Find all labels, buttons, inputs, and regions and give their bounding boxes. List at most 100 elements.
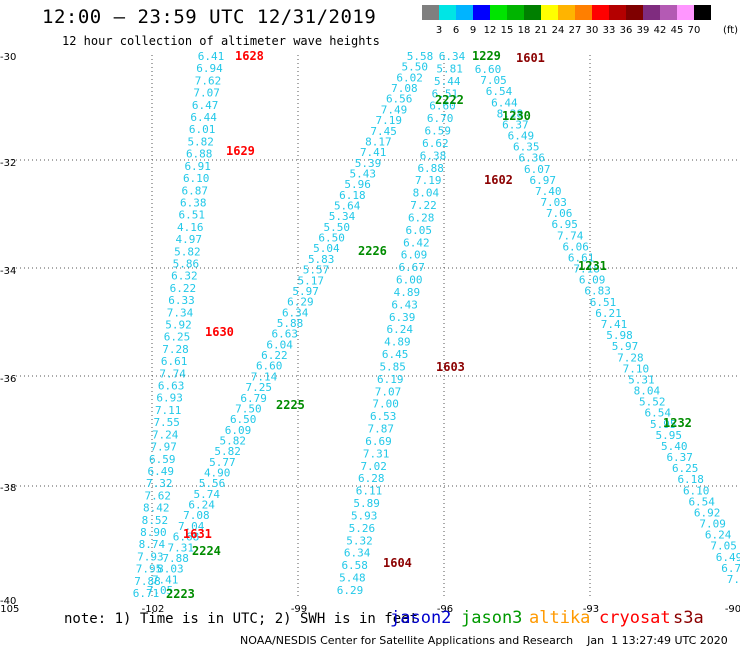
- swh-value: 6.69: [365, 435, 392, 448]
- swh-value: 6.63: [272, 328, 299, 341]
- swh-value: 8.04: [413, 187, 440, 200]
- swh-value: 6.35: [513, 141, 540, 154]
- colorbar-swatch: [541, 5, 558, 20]
- swh-value: 5.83: [308, 253, 335, 266]
- swh-value: 6.71: [133, 587, 160, 600]
- swh-value: 7.41: [601, 318, 628, 331]
- colorbar-swatch: [626, 5, 643, 20]
- swh-value: 5.89: [353, 497, 380, 510]
- lon-label: -90: [725, 604, 740, 615]
- swh-value: 7.62: [145, 489, 172, 502]
- swh-value: 6.25: [164, 331, 191, 344]
- credit-line: NOAA/NESDIS Center for Satellite Applica…: [240, 634, 728, 647]
- swh-value: 7.45: [370, 125, 397, 138]
- swh-value: 5.50: [324, 221, 351, 234]
- pass-label: 1601: [516, 51, 545, 65]
- swh-value: 6.60: [429, 100, 456, 113]
- legend-jason2: jason2: [390, 608, 452, 628]
- colorbar-swatch: [490, 5, 507, 20]
- swh-value: 6.01: [189, 123, 216, 136]
- swh-value: 6.92: [694, 507, 721, 520]
- colorbar-swatch: [422, 5, 439, 20]
- swh-value: 6.18: [339, 189, 366, 202]
- swh-value: 6.05: [406, 224, 433, 237]
- map-title: 12:00 – 23:59 UTC 12/31/2019: [42, 6, 377, 28]
- swh-value: 6.88: [417, 162, 444, 175]
- swh-value: 4.97: [176, 233, 203, 246]
- swh-value: 5.95: [650, 418, 677, 431]
- swh-value: 6.60: [475, 63, 502, 76]
- colorbar-swatch: [643, 5, 660, 20]
- swh-value: 7.41: [152, 573, 179, 586]
- legend-altika: altika: [529, 608, 591, 628]
- swh-value: 6.29: [287, 296, 314, 309]
- swh-value: 7.19: [415, 174, 442, 187]
- swh-value: 6.18: [677, 473, 704, 486]
- swh-value: 5.04: [313, 242, 340, 255]
- lat-label: -34: [0, 266, 16, 277]
- swh-value: 6.10: [683, 484, 710, 497]
- lon-label: -102: [142, 604, 165, 615]
- swh-value: 7.88: [134, 575, 161, 588]
- colorbar-label: 30: [586, 25, 599, 36]
- pass-label: 1229: [472, 49, 501, 63]
- swh-value: 6.21: [595, 307, 622, 320]
- swh-value: 7.02: [360, 460, 387, 473]
- colorbar-label: 24: [552, 25, 565, 36]
- lat-label: -38: [0, 483, 16, 494]
- swh-value: 6.34: [439, 50, 466, 63]
- swh-value: 6.44: [190, 111, 217, 124]
- swh-value: 5.81: [436, 62, 463, 75]
- swh-value: 6.11: [356, 485, 383, 498]
- swh-value: 7.10: [623, 362, 650, 375]
- swh-value: 7.08: [391, 82, 418, 95]
- swh-value: 6.38: [420, 149, 447, 162]
- swh-value: 7.74: [557, 229, 584, 242]
- lon-label: -96: [437, 604, 453, 615]
- swh-value: 8.42: [143, 502, 170, 515]
- swh-value: 5.44: [434, 75, 461, 88]
- swh-value: 7.08: [183, 509, 210, 522]
- pass-labels: 1628 2225 2226 1601 1629 1630 1631 2222 2223 2224…: [166, 49, 692, 601]
- swh-value: 7.31: [363, 447, 390, 460]
- pass-label: 1629: [226, 144, 255, 158]
- swh-value: 5.56: [199, 477, 226, 490]
- swh-value: 6.07: [524, 163, 551, 176]
- lon-label: -99: [291, 604, 307, 615]
- satellite-tracks: 6.416.947.627.076.476.446.015.826.886.91…: [133, 50, 740, 600]
- swh-value: 5.95: [656, 429, 683, 442]
- swh-value: 5.64: [334, 200, 361, 213]
- swh-value: 6.06: [562, 240, 589, 253]
- colorbar-swatch: [558, 5, 575, 20]
- swh-value: 6.39: [389, 311, 416, 324]
- swh-value: 6.49: [508, 130, 535, 143]
- lat-lon-grid: [8, 55, 740, 598]
- swh-value: 6.67: [398, 261, 425, 274]
- swh-value: 6.41: [198, 50, 225, 63]
- swh-value: 6.47: [192, 99, 219, 112]
- swh-value: 7.18: [573, 263, 600, 276]
- pass-label: 1603: [436, 360, 465, 374]
- swh-value: 7.97: [150, 441, 177, 454]
- swh-value: 6.43: [391, 298, 418, 311]
- swh-value: 6.54: [486, 85, 513, 98]
- pass-label: 1630: [205, 325, 234, 339]
- swh-value: 6.60: [256, 360, 283, 373]
- pass-label: 1232: [663, 416, 692, 430]
- swh-value: 6.94: [196, 62, 223, 75]
- colorbar-label: 21: [535, 25, 548, 36]
- swh-value: 5.39: [355, 157, 382, 170]
- colorbar-label: 70: [688, 25, 701, 36]
- swh-value: 7.14: [251, 370, 278, 383]
- pass-label: 2222: [435, 93, 464, 107]
- lat-label: -32: [0, 158, 16, 169]
- swh-value: 6.61: [161, 355, 188, 368]
- swh-value: 6.91: [184, 160, 211, 173]
- swh-value: 6.24: [387, 323, 414, 336]
- axis-labels: -30 -32 -34 -36 -38 -40-105 -102 -99 -96 -93 -90: [0, 52, 740, 615]
- swh-value: 6.45: [382, 348, 409, 361]
- swh-value: 6.68: [173, 531, 200, 544]
- swh-value: 6.04: [266, 338, 293, 351]
- swh-value: 5.32: [346, 534, 373, 547]
- swh-value: 5.82: [214, 445, 241, 458]
